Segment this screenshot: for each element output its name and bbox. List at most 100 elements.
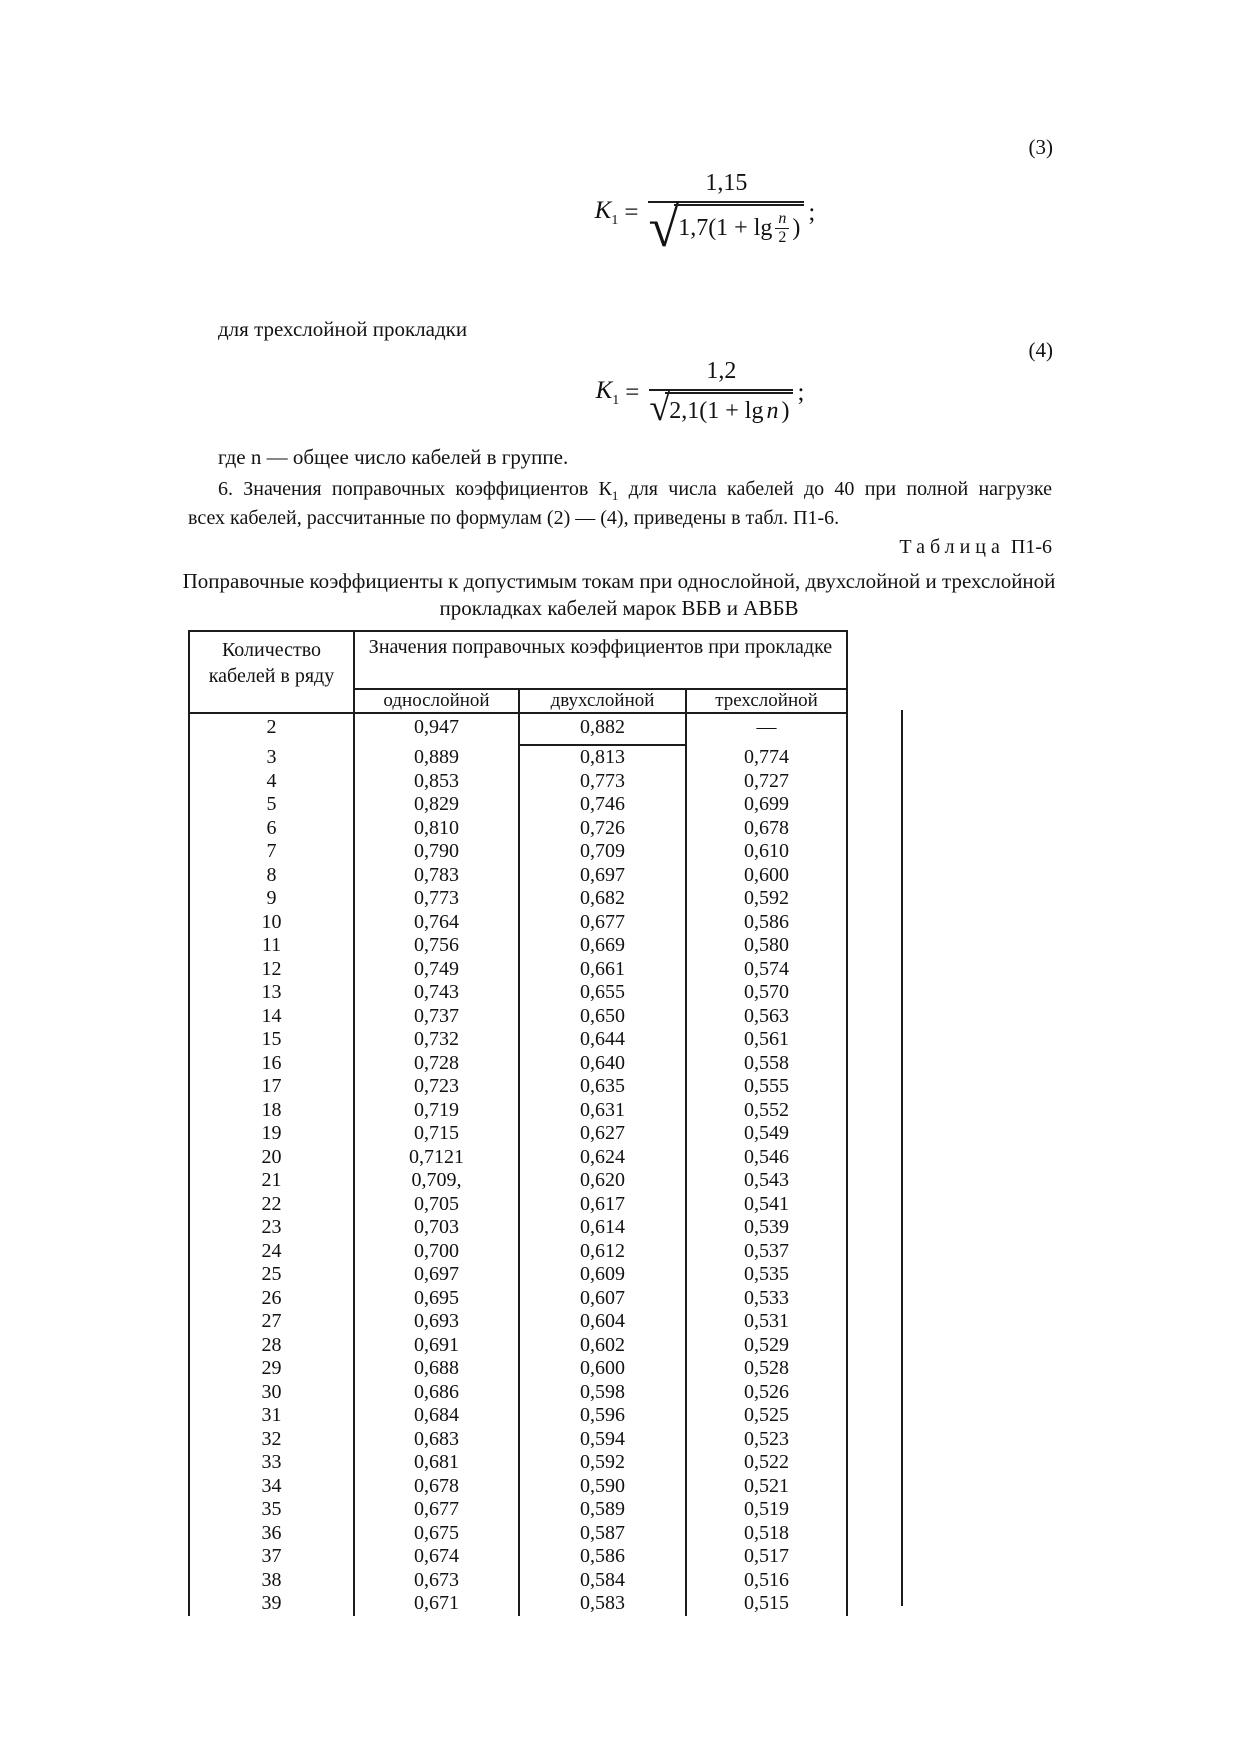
cell-triple-layer: 0,580 [685,934,848,958]
cell-single-layer: 0,684 [353,1404,519,1428]
table-row: 20 0,7121 0,624 0,546 [188,1145,848,1169]
table-row: 21 0,709, 0,620 0,543 [188,1169,848,1193]
fraction-denominator: √ 2,1(1 + lg n ) [649,389,794,427]
table-row: 10 0,764 0,677 0,586 [188,910,848,934]
cell-triple-layer: 0,523 [685,1427,848,1451]
table-caption-ref: П1-6 [1010,536,1052,558]
cell-cable-count: 27 [188,1310,354,1334]
cell-single-layer: 0,686 [353,1380,519,1404]
sqrt-radical-icon: √ [648,197,680,259]
cell-triple-layer: 0,592 [685,887,848,911]
table-row: 14 0,737 0,650 0,563 [188,1004,848,1028]
cell-cable-count: 31 [188,1404,354,1428]
equation-4-number: (4) [1028,338,1054,362]
paragraph-6-text: для числа кабелей до 40 при полной нагру… [618,478,1052,500]
equation-4-formula: K1 = 1,2 √ 2,1(1 + lg n ) ; [555,358,845,427]
coefficients-table: Количество кабелей в ряду Значения попра… [188,630,848,1616]
cell-cable-count: 23 [188,1216,354,1240]
cell-cable-count: 8 [188,863,354,887]
k-symbol: K [595,376,613,404]
cell-cable-count: 30 [188,1380,354,1404]
table-title-line2: прокладках кабелей марок ВБВ и АВБВ [439,596,799,620]
cell-cable-count: 13 [188,981,354,1005]
cell-cable-count: 18 [188,1098,354,1122]
cell-cable-count: 4 [188,769,354,793]
table-caption: Таблица П1-6 [899,536,1052,559]
cell-double-layer: 0,661 [518,957,686,981]
fraction-numerator: 1,2 [649,358,794,391]
cell-cable-count: 5 [188,793,354,817]
table-row: 29 0,688 0,600 0,528 [188,1357,848,1381]
table-row: 38 0,673 0,584 0,516 [188,1568,848,1592]
table-row: 25 0,697 0,609 0,535 [188,1263,848,1287]
cell-cable-count: 38 [188,1568,354,1592]
cell-single-layer: 0,743 [353,981,519,1005]
cell-cable-count: 20 [188,1145,354,1169]
cell-double-layer: 0,594 [518,1427,686,1451]
table-row: 27 0,693 0,604 0,531 [188,1310,848,1334]
cell-single-layer: 0,709, [353,1169,519,1193]
cell-triple-layer: 0,533 [685,1286,848,1310]
cell-cable-count: 6 [188,816,354,840]
k-subscript: 1 [611,213,619,228]
table-row: 18 0,719 0,631 0,552 [188,1098,848,1122]
header-cable-count-line2: кабелей в ряду [208,665,335,687]
table-row: 30 0,686 0,598 0,526 [188,1380,848,1404]
cell-triple-layer: 0,528 [685,1357,848,1381]
equals-sign: = [625,378,640,406]
cell-cable-count: 16 [188,1051,354,1075]
cell-cable-count: 10 [188,910,354,934]
cell-single-layer: 0,7121 [353,1145,519,1169]
cell-single-layer: 0,790 [353,840,519,864]
table-row: 33 0,681 0,592 0,522 [188,1451,848,1475]
cell-double-layer: 0,607 [518,1286,686,1310]
cell-double-layer: 0,644 [518,1028,686,1052]
cell-triple-layer: 0,555 [685,1075,848,1099]
table-row: 22 0,705 0,617 0,541 [188,1192,848,1216]
cell-double-layer: 0,617 [518,1192,686,1216]
cell-cable-count: 32 [188,1427,354,1451]
table-row: 32 0,683 0,594 0,523 [188,1427,848,1451]
table-row: 39 0,671 0,583 0,515 [188,1592,848,1616]
k-symbol: K [594,197,612,224]
cell-double-layer: 0,631 [518,1098,686,1122]
paragraph-6: 6. Значения поправочных коэффициентов К1… [188,478,1052,530]
cell-cable-count: 39 [188,1592,354,1616]
cell-single-layer: 0,683 [353,1427,519,1451]
paragraph-6-text: 6. Значения поправочных коэффициентов К [218,478,612,500]
cell-triple-layer: 0,522 [685,1451,848,1475]
table-row: 6 0,810 0,726 0,678 [188,816,848,840]
cell-single-layer: 0,723 [353,1075,519,1099]
cell-single-layer: 0,688 [353,1357,519,1381]
cell-double-layer: 0,584 [518,1568,686,1592]
header-cable-count-line1: Количество [221,639,322,661]
cell-triple-layer: 0,539 [685,1216,848,1240]
cell-triple-layer: — [685,713,848,745]
inner-fraction: n 2 [775,210,790,248]
table-row: 12 0,749 0,661 0,574 [188,957,848,981]
sqrt-radicand: 1,7(1 + lg n 2 ) [674,204,805,248]
cell-single-layer: 0,715 [353,1122,519,1146]
cell-triple-layer: 0,563 [685,1004,848,1028]
cell-double-layer: 0,600 [518,1357,686,1381]
semicolon: ; [797,378,805,406]
cell-double-layer: 0,620 [518,1169,686,1193]
cell-single-layer: 0,728 [353,1051,519,1075]
radicand-text: 2,1(1 + lg [669,398,764,424]
cell-triple-layer: 0,558 [685,1051,848,1075]
cell-single-layer: 0,732 [353,1028,519,1052]
cell-triple-layer: 0,552 [685,1098,848,1122]
table-row: 35 0,677 0,589 0,519 [188,1498,848,1522]
cell-single-layer: 0,764 [353,910,519,934]
cell-double-layer: 0,592 [518,1451,686,1475]
table-row: 4 0,853 0,773 0,727 [188,769,848,793]
paragraph-6-line2: всех кабелей, рассчитанные по формулам (… [188,507,840,529]
cell-double-layer: 0,746 [518,793,686,817]
radicand-variable: n [766,398,779,424]
cell-double-layer: 0,677 [518,910,686,934]
table-row: 17 0,723 0,635 0,555 [188,1075,848,1099]
table-row: 7 0,790 0,709 0,610 [188,840,848,864]
cell-double-layer: 0,669 [518,934,686,958]
k1-subscript: 1 [611,488,619,503]
cell-triple-layer: 0,531 [685,1310,848,1334]
